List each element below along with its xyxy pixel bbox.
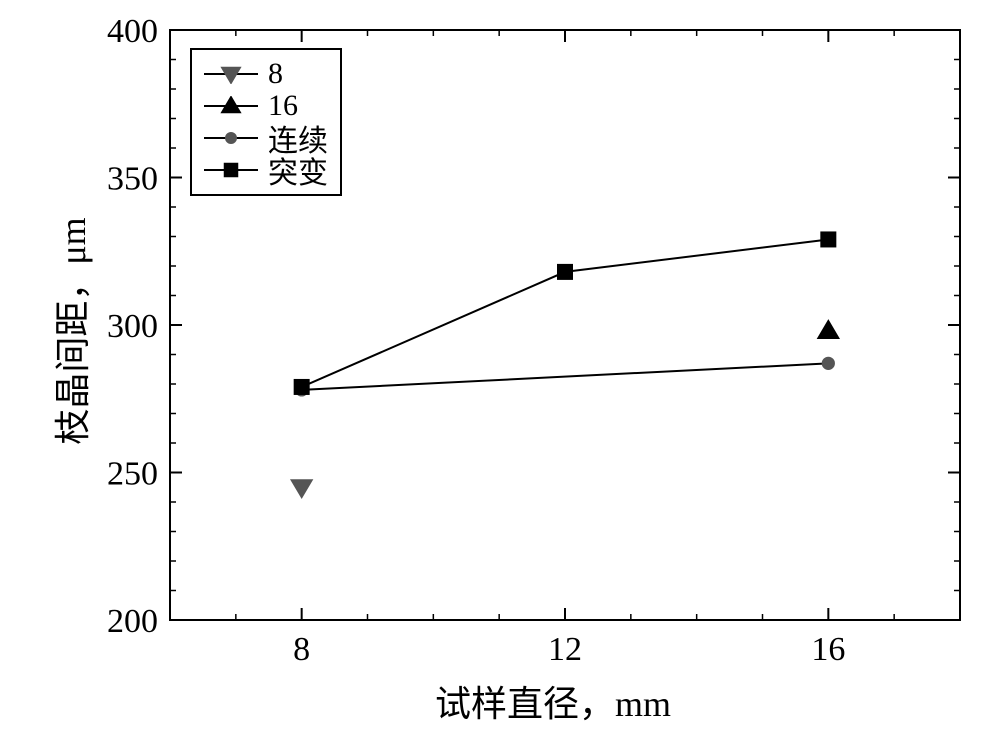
legend-row-mutation: 突变 <box>204 154 328 186</box>
legend-swatch <box>204 160 258 180</box>
legend-label: 突变 <box>268 148 328 192</box>
marker-square <box>821 232 836 247</box>
series-mutation <box>294 232 836 395</box>
chart-container: 8 12 16 200 250 300 350 400 枝晶间距，μm 试样直径，mm 816… <box>0 0 1000 756</box>
marker-triangle-up <box>221 96 240 113</box>
marker-square <box>294 379 309 394</box>
marker-triangle-down <box>221 67 240 84</box>
legend-row-s8: 8 <box>204 58 328 90</box>
series-continuous <box>296 357 835 396</box>
series-s16 <box>818 320 840 338</box>
series-s8 <box>291 480 313 498</box>
y-tick-label: 250 <box>107 456 158 493</box>
legend: 816连续突变 <box>190 48 342 196</box>
x-tick-label: 12 <box>548 631 582 668</box>
y-tick-label: 350 <box>107 161 158 198</box>
marker-triangle-down <box>291 480 313 498</box>
marker-square <box>558 264 573 279</box>
legend-swatch <box>204 128 258 148</box>
series-line <box>302 363 829 390</box>
x-tick-label: 16 <box>811 631 845 668</box>
plot-svg: 8 12 16 200 250 300 350 400 <box>0 0 1000 756</box>
x-tick-label: 8 <box>293 631 310 668</box>
marker-triangle-up <box>818 320 840 338</box>
series-line <box>302 239 829 387</box>
y-tick-label: 300 <box>107 308 158 345</box>
legend-label: 8 <box>268 57 283 91</box>
marker-circle <box>822 357 834 369</box>
legend-swatch <box>204 96 258 116</box>
marker-square <box>224 163 238 177</box>
y-tick-label: 400 <box>107 13 158 50</box>
x-axis-title: 试样直径，mm <box>435 675 671 727</box>
y-tick-label: 200 <box>107 603 158 640</box>
marker-circle <box>226 133 237 144</box>
legend-swatch <box>204 64 258 84</box>
y-axis-title: 枝晶间距，μm <box>44 201 96 461</box>
